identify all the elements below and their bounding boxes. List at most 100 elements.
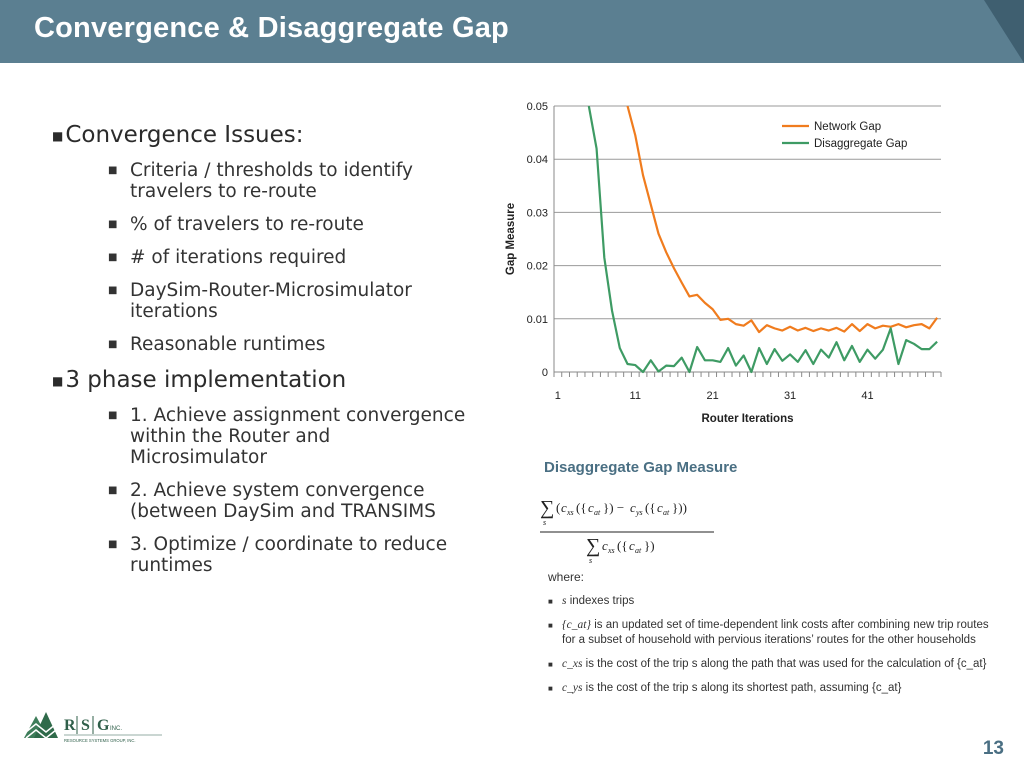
svg-text:c: c <box>657 500 663 515</box>
definition-item: ■ {c_at} is an updated set of time-depen… <box>548 618 998 648</box>
sub-bullet-text: Reasonable runtimes <box>130 334 326 355</box>
header-corner-accent <box>984 0 1024 63</box>
x-axis-label: Router Iterations <box>701 413 793 425</box>
series-line-disaggregate-gap <box>587 106 938 374</box>
mountain-logo-icon <box>24 712 58 739</box>
x-tick-label: 11 <box>630 390 641 402</box>
legend-label: Disaggregate Gap <box>814 138 907 150</box>
svg-text:s: s <box>543 518 546 527</box>
definition-symbol: c_xs <box>562 658 583 670</box>
svg-text:})): })) <box>672 500 687 515</box>
series-line-network-gap <box>626 106 939 334</box>
svg-text:({: ({ <box>645 500 656 515</box>
logo-subtitle: RESOURCE SYSTEMS GROUP, INC. <box>64 738 136 743</box>
square-bullet-icon: ■ <box>108 485 118 496</box>
bullet-label: 3 phase implementation <box>65 367 347 393</box>
formula-title: Disaggregate Gap Measure <box>544 459 738 476</box>
logo-letter-r: R <box>64 717 76 734</box>
svg-text:(: ( <box>556 500 560 515</box>
svg-text:∑: ∑ <box>586 535 600 557</box>
x-tick-label: 41 <box>861 390 873 402</box>
sub-bullet: ■ % of travelers to re-route <box>52 214 472 235</box>
slide-title: Convergence & Disaggregate Gap <box>34 12 509 44</box>
definition-text: is the cost of the trip s along the path… <box>585 658 987 670</box>
sub-bullet: ■ Reasonable runtimes <box>52 334 472 355</box>
svg-text:ys: ys <box>635 508 643 517</box>
gap-chart: 0 0.01 0.02 0.03 0.04 0.05 1 11 21 31 41 Router Ite… <box>496 92 956 432</box>
definition-symbol: {c_at} <box>562 619 591 631</box>
svg-text:({: ({ <box>617 538 628 553</box>
definition-text: is the cost of the trip s along its shor… <box>585 682 902 694</box>
sub-bullet: ■ 1. Achieve assignment convergence withi… <box>52 405 472 468</box>
y-tick-label: 0.03 <box>527 207 548 219</box>
disaggregate-gap-formula: ∑ s ( c xs ({ c at }) − c ys ({ c at })) ∑ s… <box>540 497 714 564</box>
square-bullet-icon: ■ <box>548 621 553 630</box>
bullet-level1: ■3 phase implementation <box>52 367 472 393</box>
square-bullet-icon: ■ <box>108 165 118 176</box>
page-number: 13 <box>982 738 1004 759</box>
square-bullet-icon: ■ <box>108 339 118 350</box>
sub-bullet: ■ # of iterations required <box>52 247 472 268</box>
square-bullet-icon: ■ <box>108 410 118 421</box>
sub-bullet-text: # of iterations required <box>130 247 347 268</box>
x-tick-label: 1 <box>555 390 561 402</box>
y-tick-label: 0 <box>542 367 548 379</box>
logo-letter-g: G <box>97 717 110 734</box>
x-tick-label: 31 <box>784 390 796 402</box>
svg-text:s: s <box>589 556 592 564</box>
bullet-label: Convergence Issues: <box>65 122 304 148</box>
legend-label: Network Gap <box>814 121 881 133</box>
square-bullet-icon: ■ <box>548 660 553 669</box>
sub-bullet: ■ DaySim-Router-Microsimulator iterations <box>52 280 472 322</box>
square-bullet-icon: ■ <box>108 285 118 296</box>
sub-bullet-text: Criteria / thresholds to identify travel… <box>130 160 413 202</box>
definition-symbol: c_ys <box>562 682 583 694</box>
y-tick-label: 0.02 <box>527 261 548 273</box>
y-tick-label: 0.04 <box>527 154 548 166</box>
sub-bullet-list: ■ Criteria / thresholds to identify trave… <box>52 160 472 355</box>
svg-text:c: c <box>630 500 636 515</box>
y-tick-label: 0.01 <box>527 314 548 326</box>
definition-list: ■ s indexes trips ■ {c_at} is an updated… <box>548 594 998 705</box>
where-label: where: <box>548 570 585 584</box>
square-bullet-icon: ■ <box>108 219 118 230</box>
svg-text:c: c <box>588 500 594 515</box>
square-bullet-icon: ■ <box>52 128 64 143</box>
sub-bullet-text: 1. Achieve assignment convergence within… <box>130 405 466 468</box>
definition-item: ■ s indexes trips <box>548 594 998 609</box>
square-bullet-icon: ■ <box>52 373 64 388</box>
svg-text:}) −: }) − <box>603 500 624 515</box>
definition-item: ■ c_xs is the cost of the trip s along t… <box>548 657 998 672</box>
sub-bullet-text: 2. Achieve system convergence (between D… <box>130 480 436 522</box>
logo-suffix: INC. <box>110 726 122 732</box>
sub-bullet: ■ Criteria / thresholds to identify trave… <box>52 160 472 202</box>
y-tick-label: 0.05 <box>527 101 548 113</box>
svg-text:}): }) <box>644 538 655 553</box>
definition-text: indexes trips <box>569 595 635 607</box>
slide-header: Convergence & Disaggregate Gap <box>0 0 1024 63</box>
sub-bullet-text: % of travelers to re-route <box>130 214 364 235</box>
square-bullet-icon: ■ <box>548 684 553 693</box>
svg-text:c: c <box>561 500 567 515</box>
svg-text:c: c <box>602 538 608 553</box>
definition-text: is an updated set of time-dependent link… <box>562 619 989 646</box>
svg-text:xs: xs <box>566 508 574 517</box>
rsg-logo: R S G INC. RESOURCE SYSTEMS GROUP, INC. <box>24 712 162 743</box>
definition-item: ■ c_ys is the cost of the trip s along i… <box>548 681 998 696</box>
square-bullet-icon: ■ <box>548 597 553 606</box>
definition-symbol: s <box>562 595 567 607</box>
svg-text:xs: xs <box>607 546 615 555</box>
svg-text:c: c <box>629 538 635 553</box>
logo-letter-s: S <box>81 717 90 734</box>
bullet-list: ■Convergence Issues: ■ Criteria / thresho… <box>52 122 472 588</box>
svg-text:at: at <box>635 546 642 555</box>
svg-text:({: ({ <box>576 500 587 515</box>
svg-text:at: at <box>594 508 601 517</box>
square-bullet-icon: ■ <box>108 539 118 550</box>
bullet-level1: ■Convergence Issues: <box>52 122 472 148</box>
sub-bullet-text: DaySim-Router-Microsimulator iterations <box>130 280 412 322</box>
sum-symbol: ∑ <box>540 497 554 519</box>
sub-bullet-list: ■ 1. Achieve assignment convergence withi… <box>52 405 472 576</box>
sub-bullet-text: 3. Optimize / coordinate to reduce runti… <box>130 534 448 576</box>
